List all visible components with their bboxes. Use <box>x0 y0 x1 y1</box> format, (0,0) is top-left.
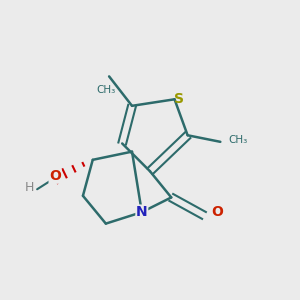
Text: CH₃: CH₃ <box>229 135 248 145</box>
Text: H: H <box>24 181 34 194</box>
Text: O: O <box>211 205 223 219</box>
Text: O: O <box>49 169 61 183</box>
Text: N: N <box>136 205 148 219</box>
Text: S: S <box>174 92 184 106</box>
Text: CH₃: CH₃ <box>96 85 116 94</box>
